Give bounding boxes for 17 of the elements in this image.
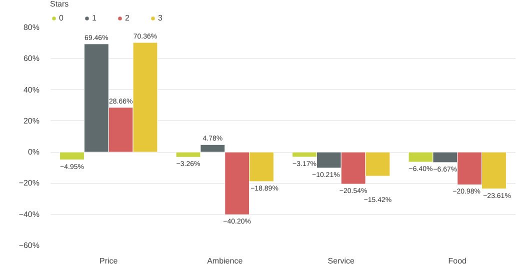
legend-label: 1 <box>92 14 98 22</box>
y-tick-label: −20% <box>18 178 40 188</box>
x-tick-label: Price <box>100 256 118 265</box>
y-tick-label: 40% <box>23 85 40 94</box>
y-tick-label: −60% <box>18 241 40 250</box>
y-tick-label: −40% <box>18 210 40 219</box>
legend-label: 3 <box>158 14 164 22</box>
x-tick-label: Food <box>448 256 466 265</box>
y-tick-label: 20% <box>23 116 40 126</box>
y-tick-label: 0% <box>28 148 40 157</box>
legend-label: 2 <box>125 14 130 22</box>
y-tick-label: 60% <box>23 54 40 64</box>
legend-title: Stars <box>50 0 70 8</box>
x-tick-label: Service <box>328 256 356 265</box>
y-tick-label: 80% <box>23 23 40 32</box>
x-tick-label: Ambience <box>207 256 244 265</box>
legend-label: 0 <box>59 14 64 22</box>
